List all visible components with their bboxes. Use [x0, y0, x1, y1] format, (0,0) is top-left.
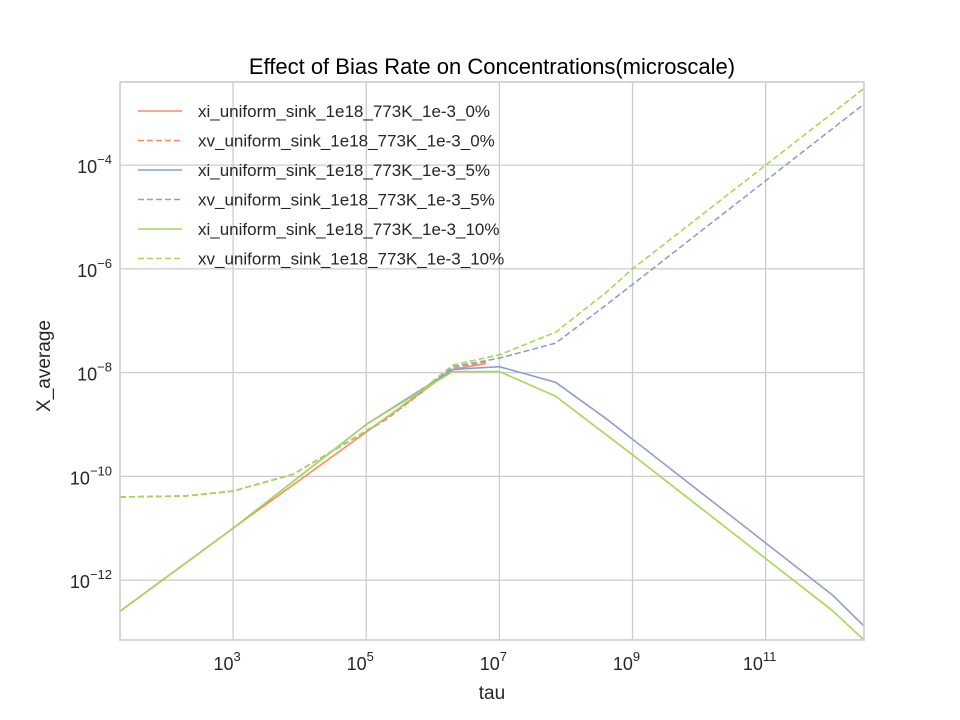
- x-axis-label: tau: [479, 683, 505, 704]
- y-tick-label: 10−4: [77, 152, 112, 177]
- plot-area: [120, 82, 864, 640]
- x-tick-label: 109: [613, 649, 640, 674]
- plot-border: [119, 81, 865, 641]
- y-tick-label: 10−10: [70, 463, 112, 488]
- series-line-5: [120, 370, 864, 640]
- legend-entry-label: xi_uniform_sink_1e18_773K_1e-3_5%: [198, 161, 490, 180]
- plot-frame: [119, 81, 865, 641]
- x-tick-label: 1011: [743, 649, 777, 674]
- legend-entry-label: xv_uniform_sink_1e18_773K_1e-3_10%: [198, 250, 504, 269]
- series-line-4: [120, 103, 864, 498]
- legend-entry-label: xv_uniform_sink_1e18_773K_1e-3_5%: [198, 191, 495, 210]
- legend-entry-label: xv_uniform_sink_1e18_773K_1e-3_0%: [198, 132, 495, 151]
- grid: [120, 82, 864, 640]
- x-axis-ticks: 103 105 107 109 1011: [213, 649, 776, 674]
- y-axis-label: X_average: [34, 320, 55, 412]
- chart-title: Effect of Bias Rate on Concentrations(mi…: [249, 54, 735, 79]
- y-tick-label: 10−12: [70, 567, 112, 592]
- series-line-6: [120, 87, 864, 498]
- y-tick-label: 10−8: [77, 360, 112, 385]
- legend: xi_uniform_sink_1e18_773K_1e-3_0% xv_unif…: [138, 102, 504, 269]
- x-tick-label: 103: [213, 649, 240, 674]
- legend-entry-label: xi_uniform_sink_1e18_773K_1e-3_0%: [198, 102, 490, 121]
- legend-entry-label: xi_uniform_sink_1e18_773K_1e-3_10%: [198, 220, 500, 239]
- x-tick-label: 107: [480, 649, 507, 674]
- x-tick-label: 105: [347, 649, 374, 674]
- series-layer: [120, 87, 864, 640]
- y-axis-ticks: 10−12 10−10 10−8 10−6 10−4: [70, 152, 112, 592]
- y-tick-label: 10−6: [77, 256, 112, 281]
- plot-background: [120, 82, 864, 640]
